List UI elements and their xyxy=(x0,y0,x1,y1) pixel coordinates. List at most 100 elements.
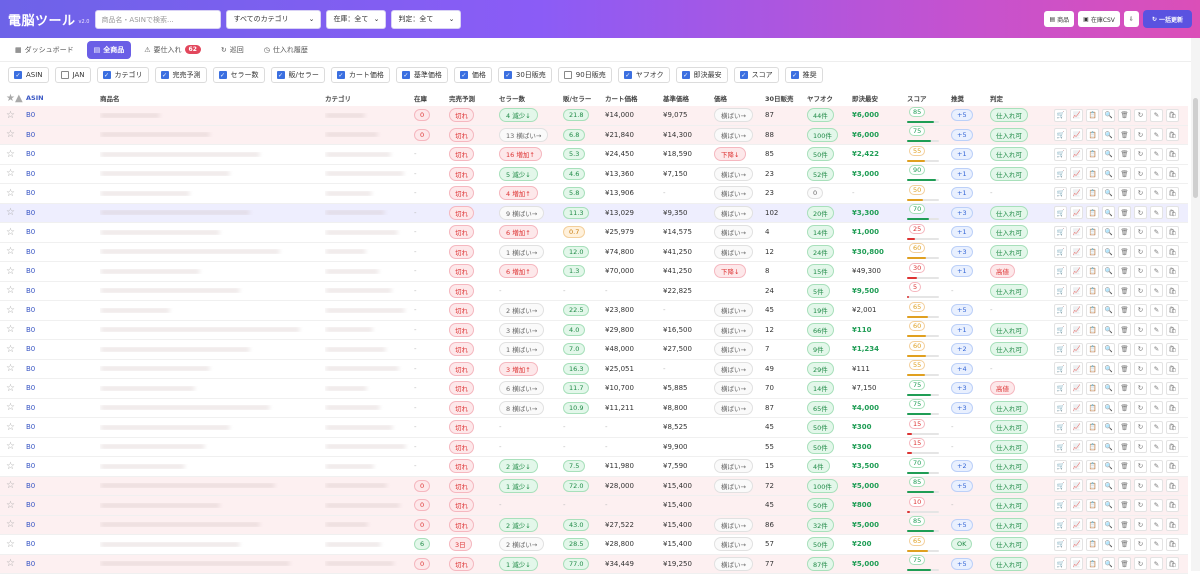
stock-csv-button[interactable]: ▣在庫CSV xyxy=(1078,11,1120,27)
edit-icon[interactable]: ✎ xyxy=(1150,460,1163,473)
checkbox[interactable]: ✓ xyxy=(624,71,632,79)
cart-icon[interactable]: 🛒 xyxy=(1054,362,1067,375)
delete-icon[interactable]: 🗑 xyxy=(1118,265,1131,278)
cart-icon[interactable]: 🛒 xyxy=(1054,245,1067,258)
star-icon[interactable]: ☆ xyxy=(0,305,26,316)
asin-link[interactable]: B0 xyxy=(26,267,100,275)
product-name[interactable] xyxy=(100,561,325,566)
column-toggle[interactable]: JAN xyxy=(55,67,91,83)
search-icon[interactable]: 🔍 xyxy=(1102,109,1115,122)
checkbox[interactable]: ✓ xyxy=(161,71,169,79)
delete-icon[interactable]: 🗑 xyxy=(1118,440,1131,453)
refresh-icon[interactable]: ↻ xyxy=(1134,265,1147,278)
cart-icon[interactable]: 🛒 xyxy=(1054,109,1067,122)
search-icon[interactable]: 🔍 xyxy=(1102,304,1115,317)
search-icon[interactable]: 🔍 xyxy=(1102,460,1115,473)
search-icon[interactable]: 🔍 xyxy=(1102,284,1115,297)
clipboard-icon[interactable]: 📋 xyxy=(1086,479,1099,492)
chart-icon[interactable]: 📈 xyxy=(1070,421,1083,434)
edit-icon[interactable]: ✎ xyxy=(1150,284,1163,297)
product-name[interactable] xyxy=(100,366,325,371)
buy-icon[interactable]: 🛍 xyxy=(1166,148,1179,161)
delete-icon[interactable]: 🗑 xyxy=(1118,362,1131,375)
cart-icon[interactable]: 🛒 xyxy=(1054,284,1067,297)
delete-icon[interactable]: 🗑 xyxy=(1118,167,1131,180)
search-icon[interactable]: 🔍 xyxy=(1102,245,1115,258)
refresh-icon[interactable]: ↻ xyxy=(1134,538,1147,551)
sales30-column-header[interactable]: 30日販売 xyxy=(765,93,807,103)
checkbox[interactable]: ✓ xyxy=(277,71,285,79)
product-name[interactable] xyxy=(100,444,325,449)
column-toggle[interactable]: ✓カート価格 xyxy=(331,67,390,83)
scrollbar[interactable] xyxy=(1191,38,1200,571)
cart-icon[interactable]: 🛒 xyxy=(1054,187,1067,200)
clipboard-icon[interactable]: 📋 xyxy=(1086,323,1099,336)
chart-icon[interactable]: 📈 xyxy=(1070,401,1083,414)
tab-1[interactable]: ▤全商品 xyxy=(87,41,132,59)
asin-link[interactable]: B0 xyxy=(26,521,100,529)
checkbox[interactable]: ✓ xyxy=(219,71,227,79)
cart-icon[interactable]: 🛒 xyxy=(1054,304,1067,317)
cart-icon[interactable]: 🛒 xyxy=(1054,421,1067,434)
chart-icon[interactable]: 📈 xyxy=(1070,148,1083,161)
star-icon[interactable]: ☆ xyxy=(0,129,26,140)
star-icon[interactable]: ☆ xyxy=(0,227,26,238)
buy-icon[interactable]: 🛍 xyxy=(1166,479,1179,492)
edit-icon[interactable]: ✎ xyxy=(1150,499,1163,512)
clipboard-icon[interactable]: 📋 xyxy=(1086,245,1099,258)
product-name[interactable] xyxy=(100,288,325,293)
refresh-icon[interactable]: ↻ xyxy=(1134,206,1147,219)
buy-icon[interactable]: 🛍 xyxy=(1166,323,1179,336)
clipboard-icon[interactable]: 📋 xyxy=(1086,362,1099,375)
cart-icon[interactable]: 🛒 xyxy=(1054,265,1067,278)
column-toggle[interactable]: ✓基準価格 xyxy=(396,67,448,83)
buy-icon[interactable]: 🛍 xyxy=(1166,382,1179,395)
search-icon[interactable]: 🔍 xyxy=(1102,382,1115,395)
delete-icon[interactable]: 🗑 xyxy=(1118,421,1131,434)
star-icon[interactable]: ☆ xyxy=(0,324,26,335)
delete-icon[interactable]: 🗑 xyxy=(1118,479,1131,492)
refresh-icon[interactable]: ↻ xyxy=(1134,245,1147,258)
buy-icon[interactable]: 🛍 xyxy=(1166,128,1179,141)
asin-link[interactable]: B0 xyxy=(26,111,100,119)
asin-link[interactable]: B0 xyxy=(26,287,100,295)
delete-icon[interactable]: 🗑 xyxy=(1118,206,1131,219)
checkbox[interactable] xyxy=(564,71,572,79)
column-toggle[interactable]: ✓ヤフオク xyxy=(618,67,670,83)
recommend-column-header[interactable]: 推奨 xyxy=(951,93,990,103)
clipboard-icon[interactable]: 📋 xyxy=(1086,538,1099,551)
star-icon[interactable]: ☆ xyxy=(0,168,26,179)
asin-link[interactable]: B0 xyxy=(26,462,100,470)
asin-link[interactable]: B0 xyxy=(26,423,100,431)
edit-icon[interactable]: ✎ xyxy=(1150,304,1163,317)
delete-icon[interactable]: 🗑 xyxy=(1118,304,1131,317)
asin-link[interactable]: B0 xyxy=(26,306,100,314)
product-name[interactable] xyxy=(100,132,325,137)
category-select[interactable]: すべてのカテゴリ⌄ xyxy=(226,10,321,29)
asin-link[interactable]: B0 xyxy=(26,345,100,353)
chart-icon[interactable]: 📈 xyxy=(1070,284,1083,297)
buy-icon[interactable]: 🛍 xyxy=(1166,440,1179,453)
scrollbar-thumb[interactable] xyxy=(1193,98,1198,198)
clipboard-icon[interactable]: 📋 xyxy=(1086,440,1099,453)
search-icon[interactable]: 🔍 xyxy=(1102,187,1115,200)
chart-icon[interactable]: 📈 xyxy=(1070,557,1083,570)
clipboard-icon[interactable]: 📋 xyxy=(1086,382,1099,395)
clipboard-icon[interactable]: 📋 xyxy=(1086,518,1099,531)
search-icon[interactable]: 🔍 xyxy=(1102,479,1115,492)
clipboard-icon[interactable]: 📋 xyxy=(1086,226,1099,239)
column-toggle[interactable]: ✓完売予測 xyxy=(155,67,207,83)
clipboard-icon[interactable]: 📋 xyxy=(1086,109,1099,122)
edit-icon[interactable]: ✎ xyxy=(1150,557,1163,570)
buy-icon[interactable]: 🛍 xyxy=(1166,187,1179,200)
cart-icon[interactable]: 🛒 xyxy=(1054,226,1067,239)
buy-icon[interactable]: 🛍 xyxy=(1166,518,1179,531)
